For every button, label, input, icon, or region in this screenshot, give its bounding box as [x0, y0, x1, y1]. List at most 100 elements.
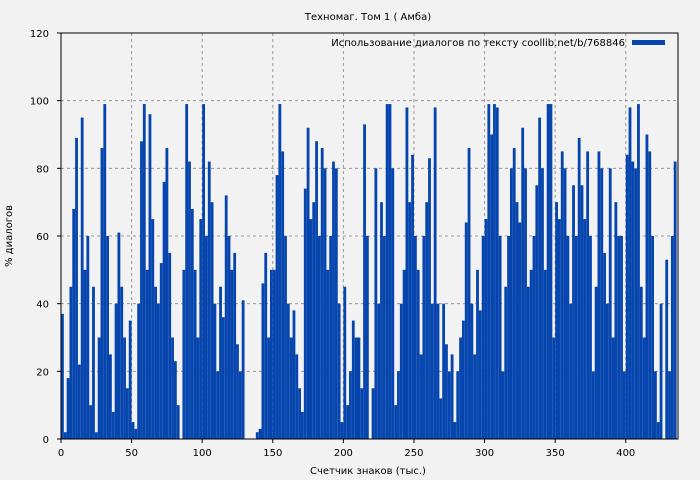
- bar: [89, 405, 93, 439]
- bar: [334, 168, 338, 440]
- bar: [83, 269, 87, 439]
- bar: [419, 354, 423, 439]
- bar: [343, 286, 347, 439]
- bar: [478, 310, 482, 439]
- bar: [628, 107, 632, 439]
- bar: [210, 202, 214, 439]
- bar: [157, 303, 160, 439]
- bar: [241, 300, 245, 439]
- bar: [131, 422, 135, 439]
- bars: [61, 104, 677, 440]
- bar: [394, 405, 398, 439]
- bar: [433, 107, 437, 439]
- bar: [255, 432, 259, 439]
- bar: [219, 286, 222, 439]
- x-tick-label: 150: [263, 448, 282, 459]
- bar: [148, 114, 152, 439]
- bar: [622, 371, 626, 439]
- bar: [549, 104, 553, 440]
- bar: [142, 104, 146, 440]
- bar: [597, 151, 601, 439]
- bar: [509, 168, 513, 440]
- bar: [487, 104, 491, 440]
- bar: [535, 185, 539, 439]
- bar: [123, 337, 126, 439]
- bar: [634, 168, 638, 440]
- x-tick-label: 250: [404, 448, 423, 459]
- bar: [272, 269, 276, 439]
- bar: [69, 286, 73, 439]
- bar: [75, 137, 78, 439]
- bar: [490, 134, 494, 439]
- x-tick-label: 300: [475, 448, 494, 459]
- bar: [371, 388, 375, 439]
- bar: [145, 269, 149, 439]
- bar: [413, 236, 417, 439]
- bar: [207, 161, 211, 440]
- bar: [340, 422, 344, 439]
- bar: [357, 337, 361, 439]
- bar: [631, 161, 635, 440]
- bar: [408, 202, 412, 439]
- legend-label: Использование диалогов по тексту coollib…: [331, 38, 625, 49]
- bar: [196, 337, 200, 439]
- bar: [332, 161, 335, 440]
- bar: [447, 371, 451, 439]
- bar: [605, 303, 609, 439]
- bar: [642, 337, 646, 439]
- bar: [416, 269, 420, 439]
- bar: [614, 202, 618, 439]
- bar: [224, 195, 228, 439]
- bar: [422, 236, 426, 439]
- bar: [625, 154, 629, 440]
- y-axis-label: % диалогов: [4, 205, 15, 267]
- bar: [639, 286, 643, 439]
- bar: [439, 398, 443, 439]
- bar: [94, 432, 98, 439]
- bar: [134, 428, 138, 439]
- x-tick-label: 100: [193, 448, 212, 459]
- bar: [563, 168, 567, 440]
- bar: [569, 303, 573, 439]
- bar: [557, 219, 561, 439]
- bar: [399, 303, 403, 439]
- bar: [323, 168, 327, 440]
- bar: [504, 286, 508, 439]
- x-axis-label: Счетчик знаков (тыс.): [310, 466, 426, 477]
- bar: [77, 364, 81, 439]
- bar: [425, 202, 429, 439]
- bar: [349, 371, 352, 439]
- bar: [188, 161, 191, 440]
- bar: [405, 107, 409, 439]
- y-tick-label: 60: [36, 232, 49, 243]
- bar: [673, 161, 677, 440]
- bar: [354, 337, 358, 439]
- bar: [221, 317, 225, 439]
- bar: [529, 269, 533, 439]
- bar: [140, 141, 143, 439]
- bar: [515, 202, 519, 439]
- bar: [258, 428, 262, 439]
- bar: [555, 202, 558, 439]
- bar: [171, 337, 174, 439]
- bar: [92, 286, 95, 439]
- bar: [473, 354, 477, 439]
- bar: [281, 151, 285, 439]
- bar: [351, 320, 355, 439]
- bar: [541, 168, 544, 440]
- bar: [436, 303, 440, 439]
- bar: [589, 236, 592, 439]
- bar: [326, 269, 330, 439]
- bar: [507, 236, 510, 439]
- bar: [309, 219, 313, 439]
- bar: [233, 252, 237, 439]
- bar: [512, 148, 516, 440]
- bar: [543, 269, 547, 439]
- bar: [193, 269, 197, 439]
- bar: [295, 354, 299, 439]
- bar: [456, 371, 460, 439]
- bar: [306, 127, 310, 439]
- bar: [267, 337, 270, 439]
- bar: [388, 104, 392, 440]
